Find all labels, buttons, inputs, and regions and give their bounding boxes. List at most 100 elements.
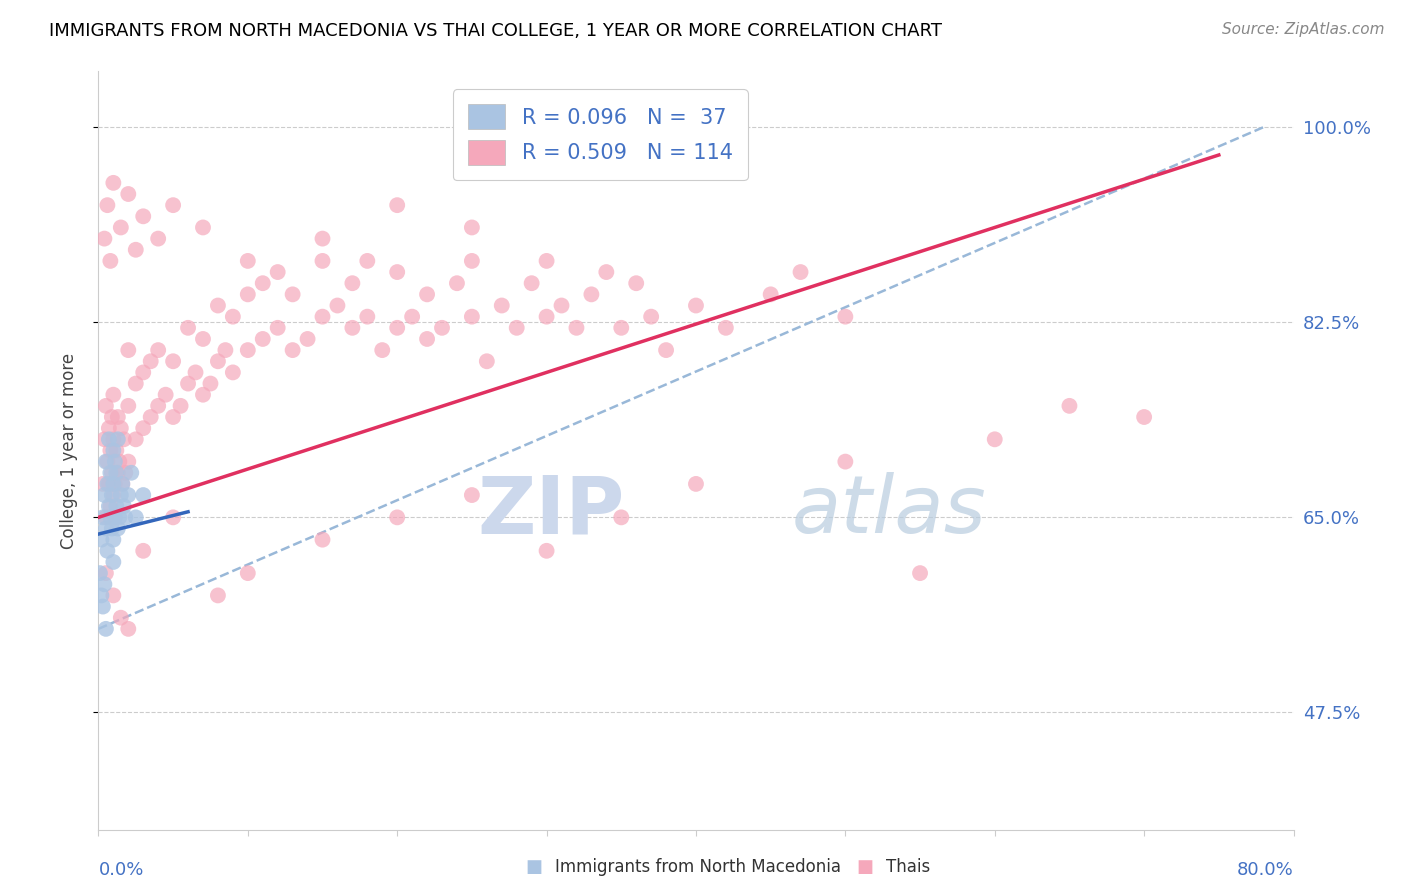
Point xyxy=(101,488,124,502)
Point xyxy=(177,320,200,334)
Point xyxy=(200,376,222,391)
Point xyxy=(311,232,333,246)
Point xyxy=(148,399,170,413)
Point xyxy=(236,343,259,358)
Point xyxy=(385,320,409,334)
Point xyxy=(385,198,409,212)
Point xyxy=(281,343,304,358)
Point xyxy=(834,310,856,324)
Point xyxy=(714,320,737,334)
Point xyxy=(222,366,245,380)
Point xyxy=(132,421,155,435)
Point xyxy=(267,320,290,334)
Point xyxy=(96,455,118,469)
Point xyxy=(101,521,124,535)
Point xyxy=(385,265,409,279)
Point xyxy=(1133,410,1156,425)
Point xyxy=(461,310,484,324)
Text: 0.0%: 0.0% xyxy=(98,861,143,879)
Point xyxy=(169,399,191,413)
Text: Thais: Thais xyxy=(886,858,929,876)
Point xyxy=(132,210,155,224)
Point xyxy=(105,443,128,458)
Point xyxy=(107,433,129,447)
Point xyxy=(610,510,633,524)
Point xyxy=(93,577,115,591)
Point xyxy=(105,500,128,514)
Point xyxy=(385,510,409,524)
Point xyxy=(89,566,111,581)
Point xyxy=(506,320,529,334)
Point xyxy=(416,332,439,346)
Point xyxy=(491,298,513,313)
Point xyxy=(117,187,139,202)
Point xyxy=(610,320,633,334)
Point xyxy=(94,566,117,581)
Point xyxy=(626,277,648,291)
Point xyxy=(191,388,214,402)
Point xyxy=(103,433,125,447)
Point xyxy=(236,566,259,581)
Point xyxy=(191,332,214,346)
Point xyxy=(93,433,115,447)
Point xyxy=(401,310,423,324)
Point xyxy=(98,443,122,458)
Text: ■: ■ xyxy=(856,858,873,876)
Point xyxy=(125,243,148,257)
Point xyxy=(139,354,162,368)
Text: atlas: atlas xyxy=(792,472,987,550)
Point xyxy=(94,455,117,469)
Point xyxy=(108,510,131,524)
Point xyxy=(90,589,112,603)
Point xyxy=(96,476,118,491)
Point xyxy=(91,599,114,614)
Point xyxy=(789,265,811,279)
Point xyxy=(655,343,678,358)
Point xyxy=(311,310,333,324)
Point xyxy=(110,220,132,235)
Point xyxy=(103,476,125,491)
Point xyxy=(110,488,132,502)
Point xyxy=(685,476,707,491)
Point xyxy=(536,310,558,324)
Point xyxy=(207,354,229,368)
Point xyxy=(759,287,782,301)
Point xyxy=(191,220,214,235)
Point xyxy=(311,254,333,268)
Point xyxy=(108,455,131,469)
Point xyxy=(94,622,117,636)
Point xyxy=(371,343,394,358)
Point xyxy=(120,466,142,480)
Point xyxy=(117,488,139,502)
Point xyxy=(111,476,134,491)
Point xyxy=(565,320,588,334)
Point xyxy=(834,455,856,469)
Point xyxy=(117,399,139,413)
Point xyxy=(326,298,349,313)
Point xyxy=(103,589,125,603)
Point xyxy=(125,510,148,524)
Point xyxy=(640,310,662,324)
Point xyxy=(104,455,127,469)
Point xyxy=(430,320,453,334)
Point xyxy=(177,376,200,391)
Point xyxy=(162,198,184,212)
Point xyxy=(107,466,129,480)
Point xyxy=(162,410,184,425)
Text: Immigrants from North Macedonia: Immigrants from North Macedonia xyxy=(555,858,841,876)
Point xyxy=(446,277,468,291)
Point xyxy=(267,265,290,279)
Point xyxy=(222,310,245,324)
Point xyxy=(184,366,207,380)
Point xyxy=(101,410,124,425)
Text: Source: ZipAtlas.com: Source: ZipAtlas.com xyxy=(1222,22,1385,37)
Point xyxy=(236,254,259,268)
Point xyxy=(97,421,120,435)
Point xyxy=(342,320,364,334)
Point xyxy=(107,410,129,425)
Point xyxy=(114,510,136,524)
Point xyxy=(104,510,127,524)
Point xyxy=(94,521,117,535)
Point xyxy=(94,399,117,413)
Point xyxy=(103,533,125,547)
